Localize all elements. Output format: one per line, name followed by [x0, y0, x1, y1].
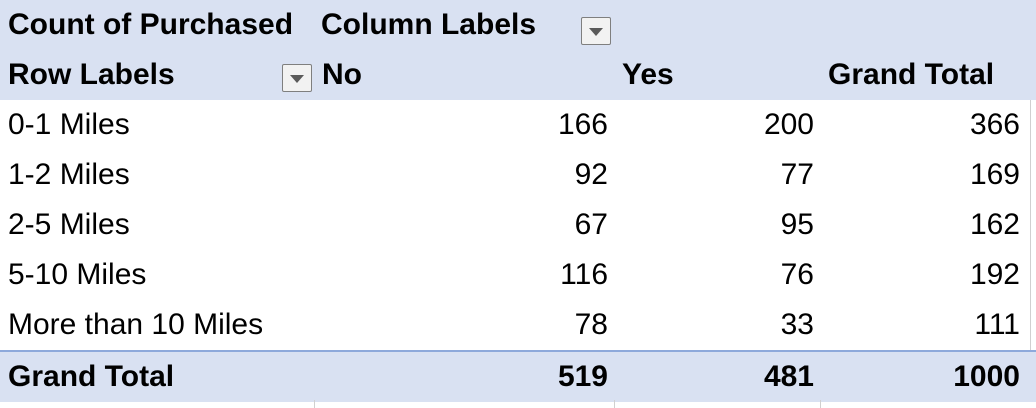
- cell-grand-total[interactable]: 111: [974, 308, 1020, 341]
- cell-no[interactable]: 116: [560, 258, 608, 291]
- table-row[interactable]: 5-10 Miles 116 76 192: [0, 250, 1036, 300]
- cell-grand-total[interactable]: 192: [969, 258, 1020, 291]
- row-label[interactable]: 1-2 Miles: [8, 158, 130, 191]
- cell-yes[interactable]: 95: [780, 208, 814, 241]
- cell-no[interactable]: 67: [574, 208, 608, 241]
- grand-total-overall[interactable]: 1000: [953, 360, 1020, 393]
- cell-yes[interactable]: 76: [780, 258, 814, 291]
- chevron-down-icon: [589, 28, 603, 36]
- pivot-header-row-2: Row Labels No Yes Grand Total: [0, 50, 1036, 102]
- cell-yes[interactable]: 200: [763, 108, 814, 141]
- column-gridline: [820, 400, 821, 408]
- table-row[interactable]: 0-1 Miles 166 200 366: [0, 100, 1036, 150]
- table-row[interactable]: 1-2 Miles 92 77 169: [0, 150, 1036, 200]
- column-header-no[interactable]: No: [322, 58, 362, 91]
- grand-total-yes[interactable]: 481: [763, 360, 814, 393]
- cell-yes[interactable]: 33: [780, 308, 814, 341]
- column-gridline: [1030, 100, 1031, 350]
- grand-total-row[interactable]: Grand Total 519 481 1000: [0, 350, 1036, 402]
- cell-no[interactable]: 78: [574, 308, 608, 341]
- column-labels-header[interactable]: Column Labels: [321, 8, 537, 41]
- column-gridline: [314, 400, 315, 408]
- row-labels-filter-button[interactable]: [282, 64, 312, 92]
- row-label[interactable]: 0-1 Miles: [8, 108, 130, 141]
- cell-no[interactable]: 166: [557, 108, 608, 141]
- cell-no[interactable]: 92: [574, 158, 608, 191]
- table-row[interactable]: More than 10 Miles 78 33 111: [0, 300, 1036, 350]
- row-labels-header[interactable]: Row Labels: [8, 58, 175, 91]
- row-label[interactable]: 2-5 Miles: [8, 208, 130, 241]
- cell-grand-total[interactable]: 162: [969, 208, 1020, 241]
- grand-total-no[interactable]: 519: [557, 360, 608, 393]
- cell-grand-total[interactable]: 169: [969, 158, 1020, 191]
- column-gridline: [614, 400, 615, 408]
- row-label[interactable]: More than 10 Miles: [8, 308, 264, 341]
- column-labels-filter-button[interactable]: [581, 17, 611, 45]
- column-header-grand-total[interactable]: Grand Total: [828, 58, 995, 91]
- cell-yes[interactable]: 77: [780, 158, 814, 191]
- row-label[interactable]: 5-10 Miles: [8, 258, 147, 291]
- chevron-down-icon: [290, 75, 304, 83]
- grand-total-label[interactable]: Grand Total: [8, 360, 175, 393]
- cell-grand-total[interactable]: 366: [969, 108, 1020, 141]
- column-header-yes[interactable]: Yes: [622, 58, 674, 91]
- table-row[interactable]: 2-5 Miles 67 95 162: [0, 200, 1036, 250]
- pivot-value-field-title[interactable]: Count of Purchased: [8, 8, 294, 41]
- pivot-header-row-1: Count of Purchased Column Labels: [0, 0, 1036, 50]
